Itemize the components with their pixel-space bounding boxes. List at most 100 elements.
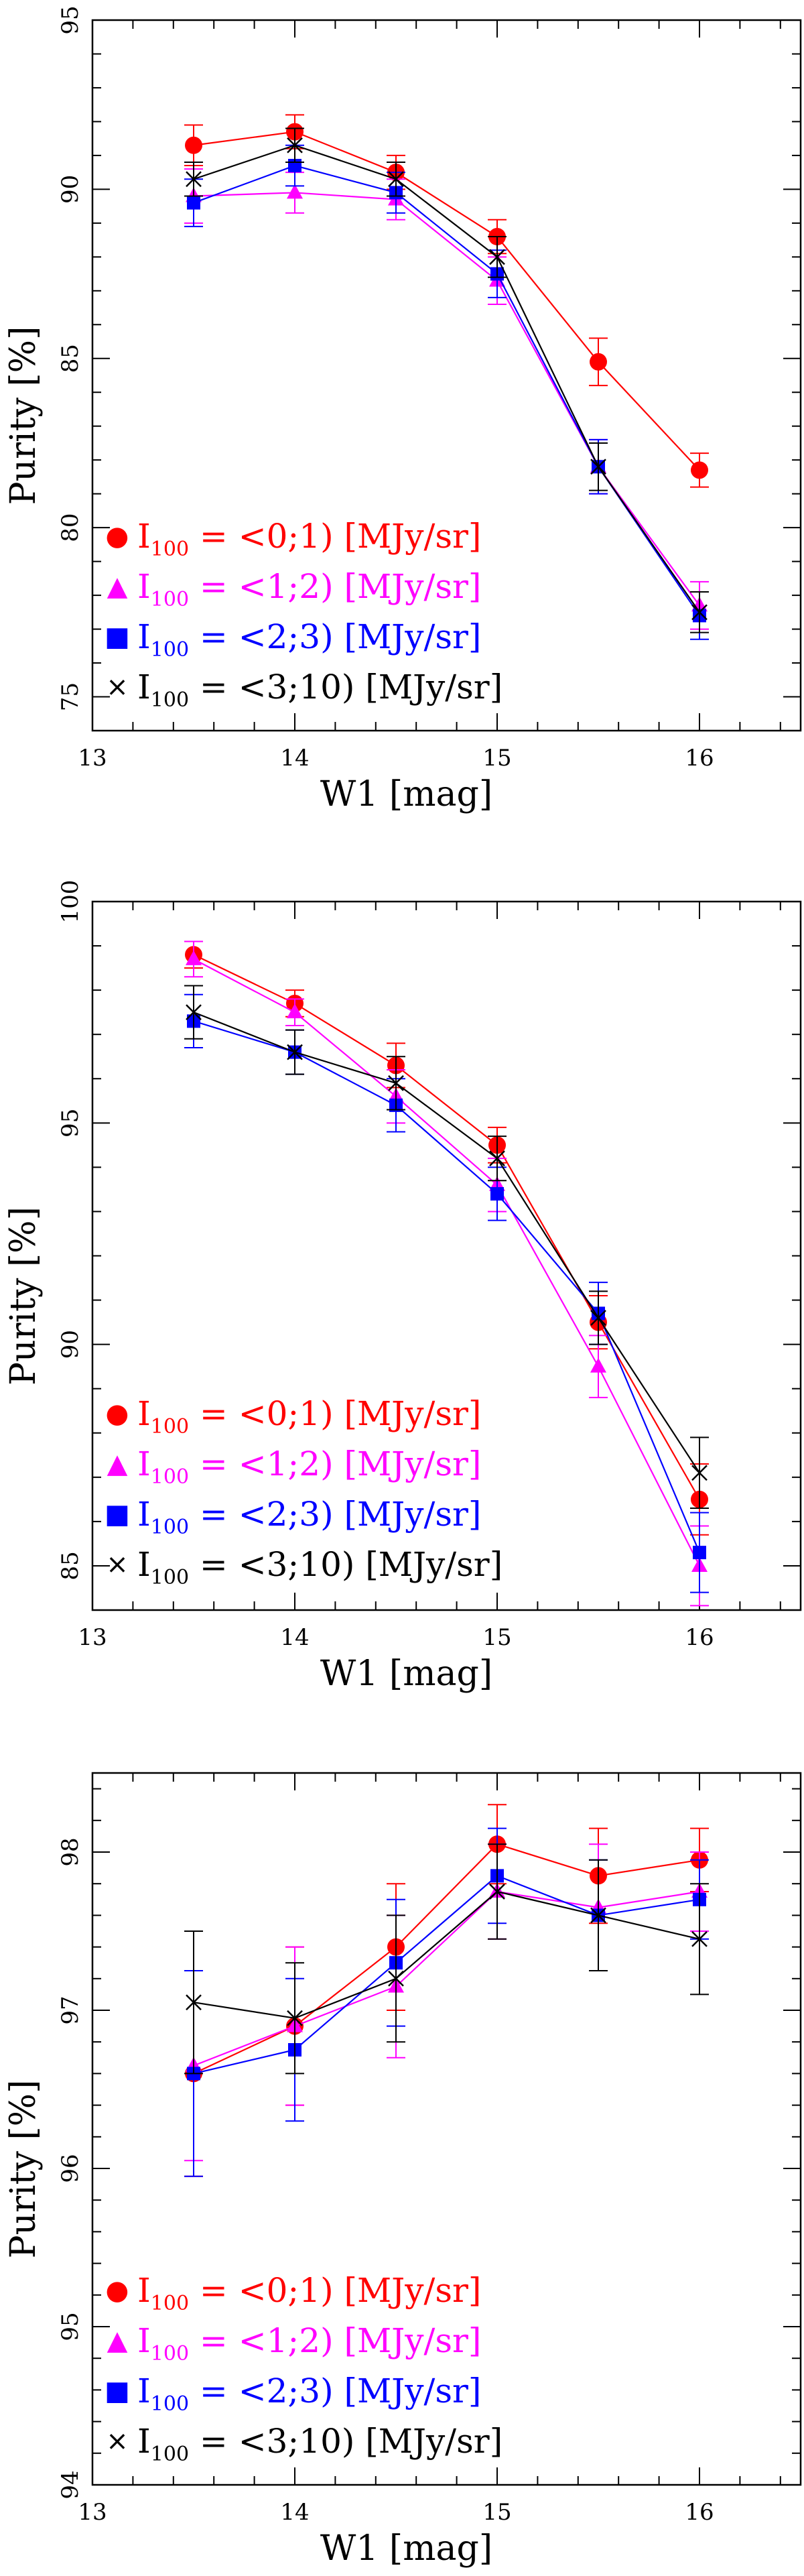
x-tick-label: 13 (78, 1624, 107, 1651)
x-axis-title: W1 [mag] (320, 774, 492, 814)
x-tick-label: 15 (482, 2499, 511, 2526)
legend-marker: ● (106, 1398, 129, 1429)
x-axis-title: W1 [mag] (320, 1654, 492, 1694)
series-4 (184, 127, 709, 633)
legend-label: I100 = <3;10) [MJy/sr] (137, 668, 503, 712)
series-line (193, 1843, 700, 2075)
data-point (187, 196, 200, 210)
y-tick-label: 95 (57, 2312, 84, 2341)
data-point (185, 136, 202, 154)
series-line (193, 1875, 700, 2075)
legend-label-rest: = <0;1) [MJy/sr] (189, 517, 481, 556)
data-point (691, 461, 708, 479)
x-tick-label: 13 (78, 2499, 107, 2526)
series-line (193, 1020, 701, 1553)
legend-label-base: I (137, 1394, 151, 1433)
legend-label-base: I (137, 1445, 151, 1483)
x-tick-label: 16 (685, 745, 714, 772)
data-point (287, 1044, 303, 1060)
legend-label-rest: = <2;3) [MJy/sr] (189, 617, 481, 656)
legend-label-sub: 100 (151, 1516, 189, 1539)
y-tick-label: 100 (57, 880, 84, 924)
legend-label-base: I (137, 2372, 151, 2410)
y-tick-label: 95 (57, 5, 84, 34)
legend-label: I100 = <0;1) [MJy/sr] (137, 517, 481, 561)
y-tick-label: 75 (57, 682, 84, 711)
data-point (287, 137, 303, 154)
data-point (489, 249, 505, 265)
y-tick-label: 98 (57, 1837, 84, 1866)
series-4 (184, 985, 709, 1510)
series-line (193, 958, 700, 1567)
legend-label-rest: = <3;10) [MJy/sr] (189, 2422, 503, 2461)
y-tick-label: 90 (57, 1330, 84, 1359)
y-tick-label: 85 (57, 344, 84, 373)
data-point (287, 1003, 303, 1019)
legend-marker: × (106, 1549, 129, 1580)
series-3 (184, 1827, 709, 2177)
legend-label-base: I (137, 2422, 151, 2461)
series-line (193, 1011, 700, 1473)
legend-label-base: I (137, 2321, 151, 2360)
legend-label-rest: = <1;2) [MJy/sr] (189, 2321, 481, 2360)
y-axis-title: Purity [%] (3, 326, 44, 505)
series-4 (184, 1843, 709, 2075)
legend-entry-4: × I100 = <3;10) [MJy/sr] (106, 2422, 503, 2466)
series-line (193, 144, 700, 613)
series-1 (184, 1804, 709, 2177)
legend-entry-4: × I100 = <3;10) [MJy/sr] (106, 1545, 503, 1589)
data-point (590, 458, 606, 475)
legend-label-rest: = <2;3) [MJy/sr] (189, 1495, 481, 1534)
x-tick-label: 13 (78, 745, 107, 772)
legend-label-rest: = <0;1) [MJy/sr] (189, 2271, 481, 2310)
legend-label-base: I (137, 1545, 151, 1584)
x-tick-label: 14 (280, 1624, 309, 1651)
legend-label: I100 = <2;3) [MJy/sr] (137, 1495, 481, 1539)
x-tick-label: 14 (280, 2499, 309, 2526)
legend-label-sub: 100 (151, 2342, 189, 2366)
y-axis-title: Purity [%] (3, 1207, 44, 1386)
legend-label-base: I (137, 1495, 151, 1534)
x-tick-label: 15 (482, 745, 511, 772)
y-tick-label: 97 (57, 1996, 84, 2024)
legend-label-rest: = <2;3) [MJy/sr] (189, 2372, 481, 2410)
series-line (193, 1890, 700, 2019)
legend-label-sub: 100 (151, 1465, 189, 1489)
data-point (590, 1310, 606, 1326)
data-point (489, 1884, 505, 1900)
y-axis-title: Purity [%] (3, 2080, 44, 2259)
legend-entry-1: ● I100 = <0;1) [MJy/sr] (106, 1394, 482, 1438)
x-tick-label: 14 (280, 745, 309, 772)
legend-label-base: I (137, 668, 151, 707)
legend-label: I100 = <2;3) [MJy/sr] (137, 2372, 481, 2416)
legend-entry-1: ● I100 = <0;1) [MJy/sr] (106, 517, 482, 561)
legend-label-sub: 100 (151, 1415, 189, 1438)
legend-entry-3: ■ I100 = <2;3) [MJy/sr] (105, 2372, 481, 2416)
legend-label-sub: 100 (151, 588, 189, 611)
legend-label: I100 = <0;1) [MJy/sr] (137, 1394, 481, 1438)
data-point (388, 171, 404, 188)
legend-marker: ● (106, 521, 129, 552)
series-2 (184, 1843, 709, 2162)
x-axis-title: W1 [mag] (320, 2528, 492, 2569)
y-tick-label: 94 (57, 2470, 84, 2499)
legend-label-sub: 100 (151, 538, 189, 561)
data-point (186, 1004, 202, 1021)
plot-frame (91, 1772, 802, 2486)
legend-entry-3: ■ I100 = <2;3) [MJy/sr] (105, 1495, 481, 1539)
y-tick-label: 80 (57, 513, 84, 542)
data-point (590, 1357, 606, 1373)
legend-label: I100 = <0;1) [MJy/sr] (137, 2271, 481, 2315)
legend-entry-2: ▲ I100 = <1;2) [MJy/sr] (107, 2321, 482, 2366)
legend-label-rest: = <1;2) [MJy/sr] (189, 567, 481, 606)
legend-label-base: I (137, 617, 151, 656)
data-point (590, 1907, 606, 1924)
data-point (186, 1994, 202, 2011)
legend-label: I100 = <1;2) [MJy/sr] (137, 1445, 481, 1489)
x-tick-label: 16 (685, 2499, 714, 2526)
legend-label: I100 = <3;10) [MJy/sr] (137, 1545, 503, 1589)
legend-marker: ▲ (107, 2325, 128, 2356)
